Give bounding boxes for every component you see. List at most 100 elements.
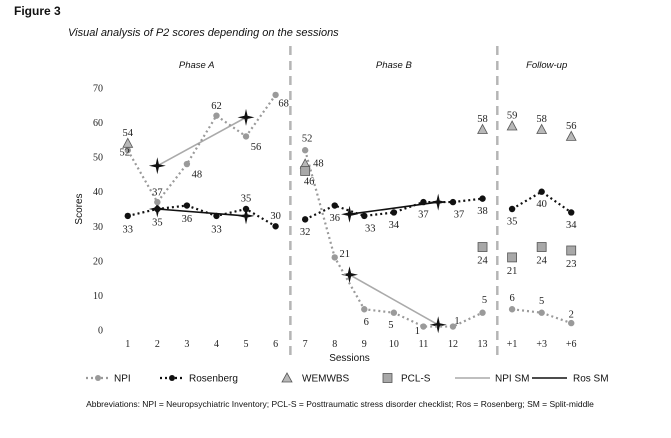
legend-pcl-s-label: PCL-S (401, 374, 431, 385)
npi-data-label: 6 (364, 317, 369, 328)
pcl-s-point (566, 245, 577, 256)
wemwbs-data-label: 58 (536, 114, 547, 125)
abbreviations-note: Abbreviations: NPI = Neuropsychiatric In… (86, 399, 594, 409)
rosenberg-point (242, 205, 250, 213)
wemwbs-point (506, 120, 518, 131)
wemwbs-data-label: 56 (566, 121, 577, 132)
figure-title: Visual analysis of P2 scores depending o… (68, 27, 339, 39)
rosenberg-point (361, 212, 368, 220)
wemwbs-data-label: 54 (123, 128, 134, 139)
npi-point (154, 198, 161, 206)
rosenberg-point (301, 216, 309, 223)
npi-data-label: 5 (539, 296, 544, 307)
sm-star-marker (237, 108, 255, 126)
legend-ros-sm-label: Ros SM (573, 374, 609, 385)
x-tick-label: 5 (244, 339, 249, 350)
npi-point (568, 319, 575, 327)
x-tick-label: 11 (419, 339, 429, 350)
sm-star-marker (341, 205, 358, 223)
npi-data-label: 5 (388, 320, 393, 331)
legend-wemwbs-marker (281, 372, 293, 383)
x-tick-label: 1 (125, 339, 130, 350)
legend-rosenberg-marker (169, 375, 175, 381)
npi-point (301, 147, 309, 154)
wemwbs-point (477, 123, 488, 134)
sm-star-marker (429, 316, 447, 334)
rosenberg-data-label: 33 (123, 224, 134, 235)
x-tick-label: 2 (155, 339, 160, 350)
sm-star-marker (429, 193, 447, 211)
wemwbs-point (565, 130, 577, 141)
npi-point (538, 309, 545, 316)
pcl-s-data-label: 21 (507, 266, 518, 277)
x-tick-label: 12 (448, 339, 458, 350)
rosenberg-data-label: 34 (566, 220, 577, 231)
npi-data-label: 52 (302, 134, 313, 145)
legend-npi-label: NPI (114, 374, 131, 385)
y-tick-label: 0 (98, 326, 103, 337)
rosenberg-point (124, 212, 131, 220)
npi-point (479, 309, 486, 316)
rosenberg-data-label: 36 (329, 213, 340, 224)
rosenberg-data-label: 35 (241, 194, 252, 205)
npi-data-label: 21 (339, 249, 350, 260)
sm-star-marker (148, 157, 166, 175)
y-tick-label: 40 (93, 187, 103, 198)
npi-point (508, 306, 516, 313)
rosenberg-point (183, 202, 191, 209)
legend-npi-sm-label: NPI SM (495, 374, 529, 385)
npi-point (449, 323, 457, 330)
x-tick-label: 3 (184, 339, 189, 350)
npi-data-label: 6 (509, 293, 514, 304)
x-tick-label: 7 (303, 339, 308, 350)
x-tick-label: 4 (214, 339, 219, 350)
ros-sm-line (157, 208, 247, 217)
npi-sm-line (349, 273, 439, 326)
pcl-s-point (477, 242, 488, 252)
pcl-s-data-label: 24 (536, 256, 547, 267)
rosenberg-data-label: 32 (300, 227, 311, 238)
rosenberg-point (449, 198, 457, 206)
rosenberg-point (508, 205, 516, 213)
y-tick-label: 10 (93, 291, 103, 302)
npi-point (390, 309, 398, 316)
pcl-s-point (536, 242, 547, 252)
rosenberg-point (479, 195, 486, 202)
x-tick-label: 10 (389, 339, 399, 350)
y-tick-label: 30 (93, 222, 103, 233)
npi-data-label: 2 (569, 310, 574, 321)
wemwbs-point (536, 123, 548, 134)
phase-label: Phase A (179, 60, 215, 71)
rosenberg-data-label: 33 (365, 223, 376, 234)
npi-data-label: 68 (278, 98, 289, 109)
npi-line (126, 94, 277, 205)
npi-point (213, 112, 220, 119)
rosenberg-data-label: 38 (477, 206, 488, 217)
x-axis-title: Sessions (329, 353, 370, 364)
rosenberg-data-label: 35 (507, 217, 518, 228)
npi-sm-line (156, 116, 247, 167)
rosenberg-point (568, 209, 575, 216)
x-tick-label: +6 (566, 339, 577, 350)
legend-npi-marker (95, 375, 101, 381)
rosenberg-data-label: 37 (454, 210, 465, 221)
legend-wemwbs-label: WEMWBS (302, 374, 350, 385)
npi-line (511, 308, 572, 325)
rosenberg-data-label: 37 (418, 210, 429, 221)
rosenberg-point (154, 205, 161, 213)
npi-data-label: 52 (120, 148, 131, 159)
wemwbs-data-label: 59 (507, 111, 518, 122)
phase-label: Follow-up (526, 60, 567, 71)
npi-data-label: 1 (454, 316, 459, 327)
wemwbs-data-label: 48 (313, 159, 324, 170)
p2-scores-chart: Phase A Phase B Follow-up 5237486256685221… (74, 46, 609, 385)
rosenberg-data-label: 30 (270, 211, 281, 222)
rosenberg-data-label: 34 (389, 220, 400, 231)
y-tick-label: 70 (93, 84, 103, 95)
x-tick-label: 13 (478, 339, 488, 350)
x-tick-label: 8 (332, 339, 337, 350)
npi-point (420, 323, 427, 330)
rosenberg-point (213, 212, 220, 220)
y-axis-title: Scores (74, 193, 85, 224)
pcl-s-data-label: 24 (477, 256, 488, 267)
